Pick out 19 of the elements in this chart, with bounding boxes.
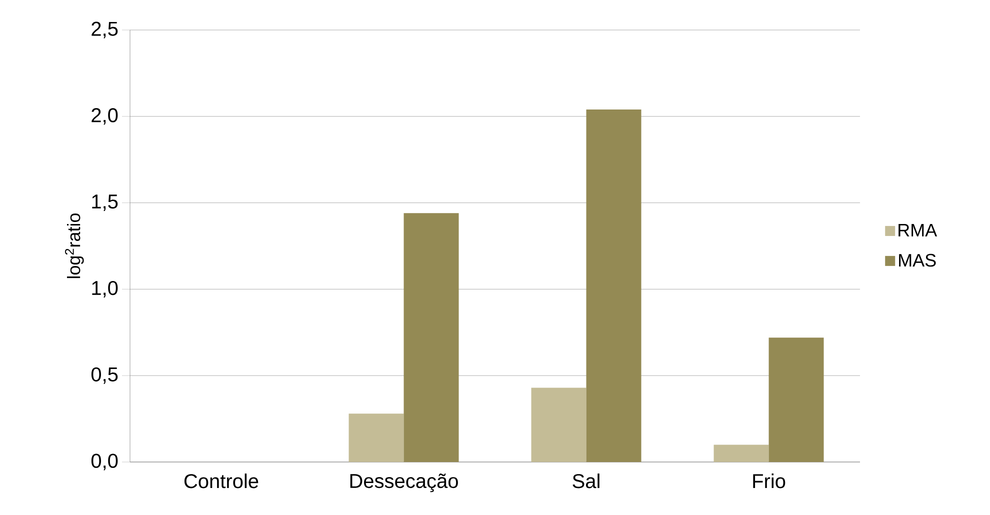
y-tick-label: 2,5 <box>92 22 118 38</box>
y-tick-label: 0,5 <box>91 367 118 384</box>
bar <box>531 388 586 462</box>
bar <box>404 213 459 462</box>
x-tick-label: Frio <box>753 474 786 488</box>
bar <box>586 109 642 462</box>
y-tick-label: 2,0 <box>92 108 118 125</box>
y-tick-label: 1,0 <box>92 280 118 298</box>
x-tick-label: Dessecação <box>350 474 458 492</box>
bar <box>348 414 404 462</box>
x-tick-label: Sal <box>572 474 600 488</box>
bar <box>768 338 824 462</box>
legend-label: RMA <box>898 224 938 236</box>
y-tick-label: 1,5 <box>92 194 118 211</box>
bar <box>714 444 769 462</box>
y-tick-label: 0,0 <box>91 454 118 470</box>
y-axis-title: log$^{2}$ratio <box>65 213 84 278</box>
x-tick-label: Controle <box>184 474 258 488</box>
legend-label: MAS <box>899 254 936 267</box>
